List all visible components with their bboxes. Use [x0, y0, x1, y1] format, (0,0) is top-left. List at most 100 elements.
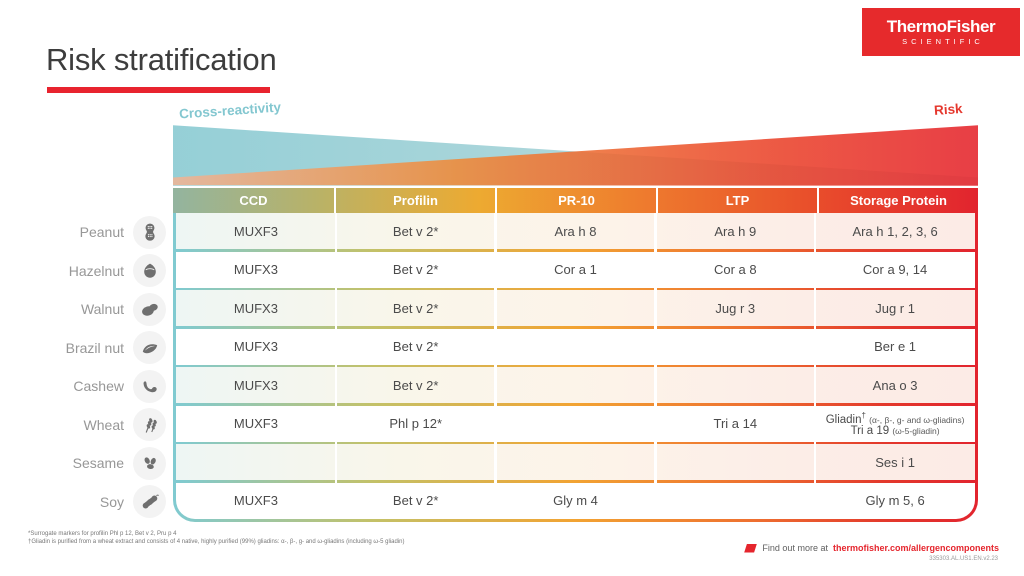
column-header-pr10: PR-10 — [495, 188, 656, 213]
row-separator — [176, 364, 975, 367]
wheat-icon — [133, 408, 166, 442]
table-cell — [496, 290, 656, 326]
table-cell: Ara h 1, 2, 3, 6 — [852, 223, 938, 239]
table-cell — [655, 483, 815, 519]
allergen-name: Peanut — [79, 224, 124, 241]
row-separator — [176, 441, 975, 444]
table-row: MUXF3 Bet v 2* Ara h 8 Ara h 9 Ara h 1, … — [176, 213, 975, 249]
table-cell: MUFX3 — [233, 262, 278, 277]
row-label-walnut: Walnut — [30, 290, 166, 329]
table-cell — [496, 444, 656, 480]
page-title: Risk stratification — [46, 42, 277, 77]
column-divider — [813, 213, 817, 519]
row-label-cashew: Cashew — [30, 367, 166, 406]
footnote-gliadin: †Gliadin is purified from a wheat extrac… — [28, 538, 405, 545]
table-cell — [496, 367, 656, 403]
allergen-name: Walnut — [80, 301, 124, 318]
table-cell — [176, 444, 336, 480]
column-divider — [334, 213, 338, 519]
find-out-more: Find out more at thermofisher.com/allerg… — [744, 543, 999, 553]
table-cell: Phl p 12* — [389, 416, 443, 431]
allergen-labels-column: Peanut Hazelnut Walnut Brazil nut Cashew — [30, 213, 166, 521]
table-cell: Ber e 1 — [874, 339, 917, 354]
cashew-icon — [133, 369, 166, 403]
table-row: MUFX3 Bet v 2* Ana o 3 — [176, 367, 975, 403]
table-cell: Bet v 2* — [392, 377, 439, 393]
column-divider — [494, 213, 497, 519]
logo-tagline-text: SCIENTIFIC — [902, 37, 984, 46]
table-cell: MUFX3 — [233, 377, 278, 393]
column-header-ltp: LTP — [656, 188, 817, 213]
table-cell: Gly m 4 — [553, 493, 598, 508]
table-cell: Ara h 8 — [554, 223, 597, 239]
row-separator — [176, 326, 975, 329]
allergen-name: Soy — [99, 493, 124, 510]
table-cell: MUXF3 — [233, 416, 278, 431]
table-cell — [496, 329, 656, 365]
table-row: MUFX3 Bet v 2* Jug r 3 Jug r 1 — [176, 290, 975, 326]
row-separator — [176, 249, 975, 252]
column-header-profilin: Profilin — [334, 188, 495, 213]
table-cell: Ana o 3 — [872, 377, 918, 393]
row-label-soy: Soy — [30, 483, 166, 522]
table-cell — [655, 367, 815, 403]
table-cell: Bet v 2* — [392, 262, 439, 277]
table-cell: MUXF3 — [233, 223, 278, 239]
row-label-hazelnut: Hazelnut — [30, 252, 166, 291]
gliadin-note: (α-, β-, g- and ω-gliadins) — [869, 414, 965, 425]
logo-brand-text: ThermoFisher — [886, 17, 996, 36]
table-cell — [655, 329, 815, 365]
footnotes: *Surrogate markers for profilin Phl p 12… — [28, 531, 404, 546]
allergen-name: Wheat — [83, 416, 124, 433]
tri-a-19-label: Tri a 19 — [850, 425, 890, 438]
table-cell: Cor a 8 — [713, 262, 757, 277]
table-row: MUXF3 Phl p 12* Tri a 14 Gliadin† (α-, β… — [176, 406, 975, 442]
table-cell: Cor a 9, 14 — [862, 262, 928, 277]
table-row: Ses i 1 — [176, 444, 975, 480]
table-cell: Cor a 1 — [554, 262, 597, 277]
allergen-name: Hazelnut — [68, 262, 124, 279]
table-row: MUXF3 Bet v 2* Gly m 4 Gly m 5, 6 — [176, 483, 975, 519]
table-cell: Bet v 2* — [392, 493, 439, 508]
column-divider — [654, 213, 657, 519]
table-cell: Ses i 1 — [875, 454, 915, 470]
table-row: MUFX3 Bet v 2* Ber e 1 — [176, 329, 975, 365]
table-cell: MUXF3 — [233, 493, 278, 508]
footnote-surrogate-markers: *Surrogate markers for profilin Phl p 12… — [28, 531, 177, 537]
table-cell: Tri a 14 — [713, 416, 758, 431]
table-cell: MUFX3 — [233, 339, 278, 354]
tri-a-19-note: (ω-5-gliadin) — [892, 426, 940, 437]
brazil-nut-icon — [133, 331, 166, 365]
hazelnut-icon — [133, 254, 166, 288]
row-label-wheat: Wheat — [30, 406, 166, 445]
table-cell — [496, 406, 656, 442]
table-cell: Bet v 2* — [392, 300, 439, 316]
table-cell-wheat-storage: Gliadin† (α-, β-, g- and ω-gliadins) Tri… — [815, 406, 975, 442]
document-code: 335303.AL.US1.EN.v2.23 — [929, 556, 998, 562]
table-cell: Bet v 2* — [392, 223, 439, 239]
allergen-components-link[interactable]: thermofisher.com/allergencomponents — [832, 543, 999, 553]
column-header-ccd: CCD — [239, 193, 268, 208]
allergen-name: Brazil nut — [65, 339, 124, 356]
table-cell: Gly m 5, 6 — [865, 493, 925, 508]
dagger-mark: † — [861, 410, 866, 420]
peanut-icon — [133, 215, 166, 249]
risk-label: Risk — [933, 101, 964, 118]
table-cell: Bet v 2* — [392, 339, 439, 354]
allergen-name: Sesame — [72, 455, 124, 472]
row-label-brazil-nut: Brazil nut — [30, 329, 166, 368]
soy-icon — [133, 485, 166, 519]
table-cell — [336, 444, 496, 480]
table-row: MUFX3 Bet v 2* Cor a 1 Cor a 8 Cor a 9, … — [176, 252, 975, 288]
gliadin-label: Gliadin — [825, 413, 862, 426]
row-separator — [176, 480, 975, 483]
row-label-sesame: Sesame — [30, 444, 166, 483]
table-cell — [655, 444, 815, 480]
table-cell: MUFX3 — [233, 300, 278, 316]
row-label-peanut: Peanut — [30, 213, 166, 252]
walnut-icon — [133, 292, 166, 326]
table-body: MUXF3 Bet v 2* Ara h 8 Ara h 9 Ara h 1, … — [176, 213, 975, 519]
table-cell: Ara h 9 — [714, 223, 757, 239]
allergen-table: CCD Profilin PR-10 LTP Storage Protein M… — [173, 188, 978, 522]
